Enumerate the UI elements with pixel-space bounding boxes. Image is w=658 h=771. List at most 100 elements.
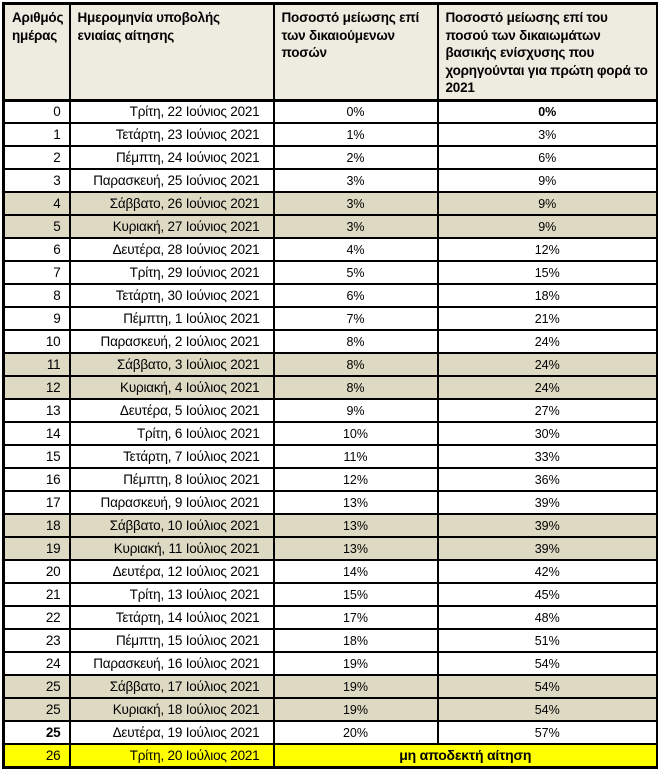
submission-date-cell: Τρίτη, 20 Ιούλιος 2021: [68, 743, 275, 769]
day-number-cell: 25: [2, 720, 71, 746]
header-submission-date: Ημερομηνία υποβολής ενιαίας αίτησης: [68, 2, 275, 102]
reduction-entitled-cell: 10%: [272, 421, 439, 447]
table-row: 12 Κυριακή, 4 Ιούλιος 2021 8% 24%: [2, 375, 658, 401]
submission-date-cell: Σάββατο, 3 Ιούλιος 2021: [68, 352, 275, 378]
day-number-cell: 25: [2, 674, 71, 700]
reduction-new-rights-cell: 33%: [436, 444, 658, 470]
submission-date-cell: Τετάρτη, 30 Ιούνιος 2021: [68, 283, 275, 309]
reduction-new-rights-cell: 18%: [436, 283, 658, 309]
table-row: 9 Πέμπτη, 1 Ιούλιος 2021 7% 21%: [2, 306, 658, 332]
reduction-entitled-cell: 4%: [272, 237, 439, 263]
header-day-number: Αριθμός ημέρας: [2, 2, 71, 102]
table-row: 20 Δευτέρα, 12 Ιούλιος 2021 14% 42%: [2, 559, 658, 585]
reduction-entitled-cell: 3%: [272, 191, 439, 217]
reduction-new-rights-cell: 6%: [436, 145, 658, 171]
reduction-entitled-cell: 18%: [272, 628, 439, 654]
table-row: 6 Δευτέρα, 28 Ιούνιος 2021 4% 12%: [2, 237, 658, 263]
table-row: 1 Τετάρτη, 23 Ιούνιος 2021 1% 3%: [2, 122, 658, 148]
day-number-cell: 20: [2, 559, 71, 585]
table-row: 19 Κυριακή, 11 Ιούλιος 2021 13% 39%: [2, 536, 658, 562]
reduction-new-rights-cell: 21%: [436, 306, 658, 332]
reduction-entitled-cell: 2%: [272, 145, 439, 171]
day-number-cell: 13: [2, 398, 71, 424]
submission-date-cell: Τρίτη, 29 Ιούνιος 2021: [68, 260, 275, 286]
submission-date-cell: Πέμπτη, 8 Ιούλιος 2021: [68, 467, 275, 493]
header-reduction-entitled: Ποσοστό μείωσης επί των δικαιούμενων ποσ…: [272, 2, 439, 102]
submission-date-cell: Κυριακή, 4 Ιούλιος 2021: [68, 375, 275, 401]
day-number-cell: 6: [2, 237, 71, 263]
reduction-entitled-cell: 3%: [272, 168, 439, 194]
submission-date-cell: Πέμπτη, 24 Ιούνιος 2021: [68, 145, 275, 171]
reduction-entitled-cell: 13%: [272, 513, 439, 539]
submission-date-cell: Τρίτη, 22 Ιούνιος 2021: [68, 99, 275, 125]
day-number-cell: 0: [2, 99, 71, 125]
submission-date-cell: Τετάρτη, 23 Ιούνιος 2021: [68, 122, 275, 148]
day-number-cell: 4: [2, 191, 71, 217]
reduction-new-rights-cell: 39%: [436, 490, 658, 516]
table-row: 15 Τετάρτη, 7 Ιούλιος 2021 11% 33%: [2, 444, 658, 470]
table-row: 0 Τρίτη, 22 Ιούνιος 2021 0% 0%: [2, 99, 658, 125]
header-reduction-new-rights: Ποσοστό μείωσης επί του ποσού των δικαιω…: [436, 2, 658, 102]
table-row: 25 Κυριακή, 18 Ιούλιος 2021 19% 54%: [2, 697, 658, 723]
day-number-cell: 12: [2, 375, 71, 401]
submission-date-cell: Τετάρτη, 7 Ιούλιος 2021: [68, 444, 275, 470]
reduction-entitled-cell: 19%: [272, 651, 439, 677]
day-number-cell: 9: [2, 306, 71, 332]
reduction-new-rights-cell: 42%: [436, 559, 658, 585]
submission-date-cell: Πέμπτη, 15 Ιούλιος 2021: [68, 628, 275, 654]
submission-date-cell: Παρασκευή, 9 Ιούλιος 2021: [68, 490, 275, 516]
day-number-cell: 23: [2, 628, 71, 654]
day-number-cell: 16: [2, 467, 71, 493]
reduction-entitled-cell: 17%: [272, 605, 439, 631]
reduction-new-rights-cell: 57%: [436, 720, 658, 746]
reduction-new-rights-cell: 9%: [436, 214, 658, 240]
day-number-cell: 25: [2, 697, 71, 723]
table-row: 3 Παρασκευή, 25 Ιούνιος 2021 3% 9%: [2, 168, 658, 194]
submission-date-cell: Παρασκευή, 2 Ιούλιος 2021: [68, 329, 275, 355]
day-number-cell: 2: [2, 145, 71, 171]
rejected-application-cell: μη αποδεκτή αίτηση: [272, 743, 658, 769]
reduction-new-rights-cell: 39%: [436, 536, 658, 562]
reduction-entitled-cell: 12%: [272, 467, 439, 493]
table-row: 21 Τρίτη, 13 Ιούλιος 2021 15% 45%: [2, 582, 658, 608]
submission-date-cell: Δευτέρα, 12 Ιούλιος 2021: [68, 559, 275, 585]
reduction-entitled-cell: 5%: [272, 260, 439, 286]
table-row: 13 Δευτέρα, 5 Ιούλιος 2021 9% 27%: [2, 398, 658, 424]
table-header: Αριθμός ημέρας Ημερομηνία υποβολής ενιαί…: [2, 2, 658, 102]
table-row: 11 Σάββατο, 3 Ιούλιος 2021 8% 24%: [2, 352, 658, 378]
table-row: 25 Σάββατο, 17 Ιούλιος 2021 19% 54%: [2, 674, 658, 700]
reduction-entitled-cell: 3%: [272, 214, 439, 240]
reduction-entitled-cell: 11%: [272, 444, 439, 470]
reduction-new-rights-cell: 15%: [436, 260, 658, 286]
table-row: 17 Παρασκευή, 9 Ιούλιος 2021 13% 39%: [2, 490, 658, 516]
table-row: 25 Δευτέρα, 19 Ιούλιος 2021 20% 57%: [2, 720, 658, 746]
reduction-new-rights-cell: 24%: [436, 375, 658, 401]
day-number-cell: 8: [2, 283, 71, 309]
reduction-entitled-cell: 13%: [272, 490, 439, 516]
reduction-new-rights-cell: 9%: [436, 168, 658, 194]
table-row: 26 Τρίτη, 20 Ιούλιος 2021 μη αποδεκτή αίτη…: [2, 743, 658, 769]
day-number-cell: 19: [2, 536, 71, 562]
table-row: 7 Τρίτη, 29 Ιούνιος 2021 5% 15%: [2, 260, 658, 286]
table-row: 22 Τετάρτη, 14 Ιούλιος 2021 17% 48%: [2, 605, 658, 631]
day-number-cell: 10: [2, 329, 71, 355]
table-row: 23 Πέμπτη, 15 Ιούλιος 2021 18% 51%: [2, 628, 658, 654]
reduction-new-rights-cell: 24%: [436, 329, 658, 355]
submission-date-cell: Σάββατο, 26 Ιούνιος 2021: [68, 191, 275, 217]
day-number-cell: 26: [2, 743, 71, 769]
submission-date-cell: Δευτέρα, 5 Ιούλιος 2021: [68, 398, 275, 424]
reduction-new-rights-cell: 12%: [436, 237, 658, 263]
reduction-entitled-cell: 8%: [272, 375, 439, 401]
reduction-entitled-cell: 9%: [272, 398, 439, 424]
reduction-new-rights-cell: 9%: [436, 191, 658, 217]
submission-date-cell: Δευτέρα, 28 Ιούνιος 2021: [68, 237, 275, 263]
reduction-new-rights-cell: 27%: [436, 398, 658, 424]
submission-date-cell: Σάββατο, 17 Ιούλιος 2021: [68, 674, 275, 700]
reduction-entitled-cell: 14%: [272, 559, 439, 585]
day-number-cell: 7: [2, 260, 71, 286]
reduction-new-rights-cell: 24%: [436, 352, 658, 378]
reduction-entitled-cell: 19%: [272, 697, 439, 723]
table-row: 14 Τρίτη, 6 Ιούλιος 2021 10% 30%: [2, 421, 658, 447]
table-row: 4 Σάββατο, 26 Ιούνιος 2021 3% 9%: [2, 191, 658, 217]
